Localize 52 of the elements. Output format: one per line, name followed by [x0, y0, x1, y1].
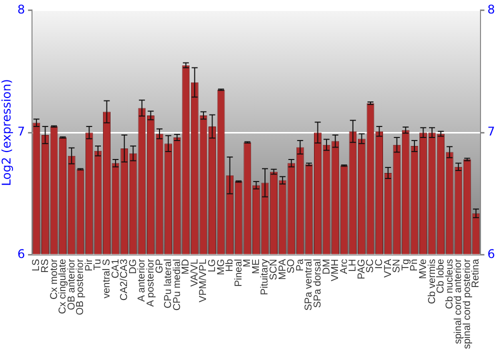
- x-tick-label: Cb lobe: [436, 258, 447, 294]
- y-tick-label: 8: [17, 2, 26, 16]
- x-tick-label: Pa: [294, 258, 306, 272]
- x-tick-label: SCN: [268, 258, 280, 280]
- y2-tick-label: 6: [487, 247, 496, 262]
- y-axis-title: Log2 (expression): [0, 79, 14, 186]
- x-tick-label: VTA: [382, 258, 394, 278]
- x-tick-label: VPM/VPL: [198, 258, 210, 302]
- x-tick-label: Cx cingulate: [58, 258, 69, 314]
- x-tick-label: A anterior: [136, 258, 148, 302]
- x-tick-label: CA2/CA3: [119, 258, 130, 301]
- x-tick-label: A posterior: [145, 258, 156, 307]
- x-tick-label: Retina: [470, 258, 482, 288]
- y-tick-label: 7: [17, 124, 26, 139]
- x-tick-label: DM: [321, 258, 332, 275]
- x-tick-label: OB posterior: [75, 258, 86, 316]
- x-tick-label: Tg: [400, 258, 412, 271]
- y-tick-label: 6: [17, 247, 26, 262]
- x-tick-label: LG: [206, 258, 218, 272]
- x-tick-label: CA1: [110, 258, 122, 278]
- x-tick-label: Arc: [338, 258, 350, 274]
- x-tick-label: LH: [348, 258, 359, 272]
- x-tick-label: OB anterior: [66, 258, 78, 310]
- x-tick-label: VA/VL: [189, 258, 200, 287]
- x-tick-label: M: [242, 258, 254, 268]
- x-tick-label: ventral S: [102, 258, 113, 298]
- x-tick-label: VMH: [330, 258, 342, 282]
- y2-tick-label: 7: [487, 124, 496, 139]
- x-tick-label: RS: [40, 258, 51, 273]
- x-tick-label: Pir: [84, 258, 95, 272]
- x-tick-label: Hb: [224, 258, 236, 272]
- x-tick-label: MPA: [277, 258, 288, 280]
- x-tick-label: Pn: [409, 258, 420, 272]
- x-tick-label: Pituitary: [260, 258, 271, 296]
- x-tick-label: Cb nucleus: [444, 258, 456, 309]
- x-tick-label: PAG: [356, 258, 368, 280]
- x-tick-label: GP: [154, 258, 166, 274]
- y2-tick-label: 8: [487, 2, 496, 16]
- x-tick-label: SC: [365, 258, 376, 273]
- x-tick-label: spinal cord anterior: [453, 258, 464, 344]
- x-tick-label: Pineal: [233, 258, 244, 287]
- x-tick-label: MVe: [418, 258, 429, 279]
- x-tick-label: Tu: [92, 258, 104, 270]
- x-tick-label: spinal cord posterior: [462, 258, 473, 350]
- x-tick-label: DG: [128, 258, 139, 274]
- x-tick-label: SN: [392, 258, 403, 273]
- x-tick-label: CPu medial: [172, 258, 183, 311]
- x-tick-label: LS: [31, 258, 42, 272]
- x-tick-label: ME: [250, 258, 262, 274]
- x-tick-label: SO: [286, 258, 298, 274]
- x-tick-label: IC: [374, 258, 386, 269]
- x-tick-label: SPa dorsal: [312, 258, 324, 308]
